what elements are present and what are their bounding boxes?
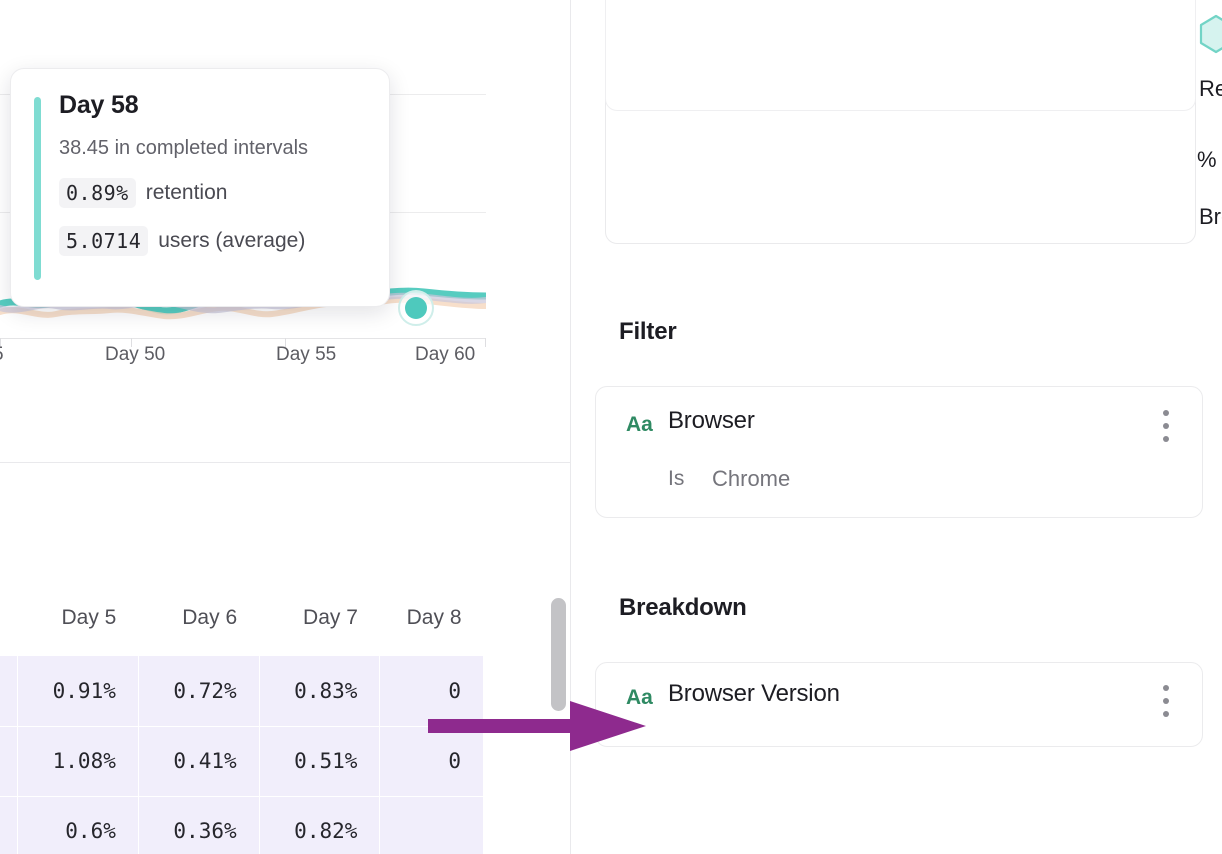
retention-table: Day 4 Day 5 Day 6 Day 7 Day 8 0.91% 0.72…	[0, 560, 484, 854]
chart-x-tick	[131, 338, 132, 347]
table-cell	[0, 796, 19, 854]
table-cell: 0	[379, 726, 484, 797]
panel-vertical-divider	[570, 0, 571, 854]
percent-icon: %	[1197, 147, 1217, 172]
table-header-row: Day 4 Day 5 Day 6 Day 7 Day 8	[0, 560, 484, 656]
chart-x-axis-labels: 5 Day 50 Day 55 Day 60	[0, 344, 490, 374]
filter-item-card[interactable]: Aa Browser Is Chrome	[595, 386, 1203, 518]
chart-x-tick	[0, 338, 1, 347]
table-cell: 0.6%	[17, 796, 139, 854]
text-type-icon: Aa	[626, 413, 653, 436]
breakdown-section-title: Breakdown	[619, 594, 747, 621]
table-cell: 0.82%	[259, 796, 381, 854]
control-breakdown-on-label: Breakdown on ...	[1199, 204, 1222, 229]
tooltip-subtitle: 38.45 in completed intervals	[59, 137, 309, 159]
table-column-header: Day 8	[379, 560, 484, 656]
x-tick-label: Day 55	[276, 344, 337, 365]
filter-operator: Is	[668, 467, 685, 490]
table-cell: 0.83%	[259, 656, 381, 727]
tooltip-metric-unit: retention	[145, 181, 228, 204]
x-tick-label: 5	[0, 344, 4, 366]
panel-horizontal-divider	[0, 462, 570, 463]
tooltip-metric-value: 5.0714	[59, 226, 149, 256]
table-cell: 1.08%	[17, 726, 139, 797]
table-row: 1.08% 0.41% 0.51% 0	[0, 726, 484, 797]
table-column-header: Day 5	[17, 560, 139, 656]
table-cell	[0, 656, 19, 727]
chart-panel: 5 Day 50 Day 55 Day 60 Day 58 38.45 in c…	[0, 0, 570, 854]
retention-table-container[interactable]: Day 4 Day 5 Day 6 Day 7 Day 8 0.91% 0.72…	[0, 560, 570, 854]
tooltip-accent-bar	[34, 97, 41, 280]
table-cell: 0.36%	[138, 796, 260, 854]
x-tick-label: Day 60	[415, 344, 476, 365]
control-retention-label: Retention	[1199, 76, 1222, 101]
tooltip-metric-value: 0.89%	[59, 178, 136, 208]
tooltip-metric-row: 5.0714 users (average)	[59, 226, 367, 256]
chart-x-tick	[485, 338, 486, 347]
breakdown-on-row: Breakdown on ...	[1197, 197, 1222, 237]
control-breakdown-on[interactable]: Breakdown on ...	[1197, 197, 1222, 237]
breakdown-item-card[interactable]: Aa Browser Version	[595, 662, 1203, 747]
config-panel: Any event Retention On Each Day	[571, 0, 1222, 854]
table-cell: 0.91%	[17, 656, 139, 727]
table-cell: 0	[379, 656, 484, 727]
tooltip-metric-unit: users (average)	[158, 229, 306, 252]
table-cell	[0, 726, 19, 797]
x-tick-label: Day 50	[105, 344, 166, 365]
chart-x-tick	[285, 338, 286, 347]
measure-controls-row: % Retention Rate All Groups	[1197, 140, 1222, 180]
table-cell: 0.51%	[259, 726, 381, 797]
text-type-icon: Aa	[626, 686, 653, 709]
event-row-card	[605, 0, 1196, 111]
table-column-header: Day 6	[138, 560, 260, 656]
chart-tooltip: Day 58 38.45 in completed intervals 0.89…	[10, 68, 390, 307]
filter-section-title: Filter	[619, 318, 677, 345]
tooltip-metric-row: 0.89% retention	[59, 178, 367, 208]
chart-x-axis	[0, 338, 486, 339]
table-vertical-scrollbar[interactable]	[549, 595, 567, 854]
table-scrollbar-thumb[interactable]	[551, 598, 566, 711]
series-controls-row: Retention On Each Day Adv...	[1197, 68, 1222, 110]
table-column-header: Day 4	[0, 560, 18, 656]
table-row: 0.6% 0.36% 0.82%	[0, 796, 484, 854]
filter-value[interactable]: Chrome	[712, 466, 791, 491]
table-column-header: Day 7	[259, 560, 380, 656]
table-cell	[379, 796, 484, 854]
table-cell: 0.41%	[138, 726, 260, 797]
filter-item-menu-icon[interactable]	[1163, 410, 1169, 449]
breakdown-item-menu-icon[interactable]	[1163, 685, 1169, 724]
tooltip-title: Day 58	[59, 91, 139, 119]
filter-property-name: Browser	[668, 407, 755, 434]
breakdown-property-name: Browser Version	[668, 680, 840, 707]
chart-hover-point[interactable]	[405, 297, 427, 319]
table-row: 0.91% 0.72% 0.83% 0	[0, 656, 484, 727]
hexagon-icon	[1199, 14, 1222, 54]
table-cell: 0.72%	[138, 656, 260, 727]
control-retention[interactable]: Retention	[1197, 69, 1222, 109]
